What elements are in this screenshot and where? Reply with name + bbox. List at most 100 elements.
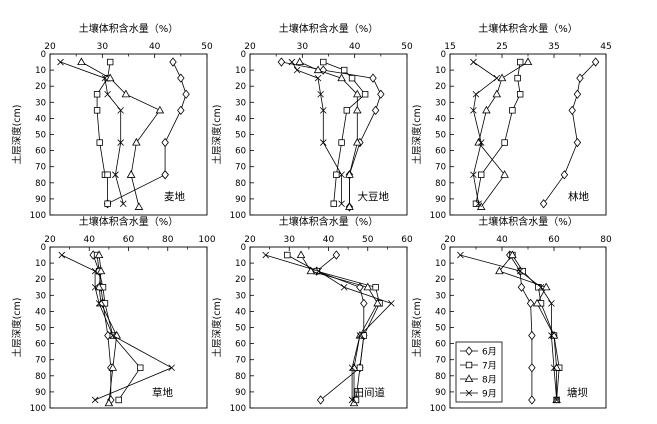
- y-tick-label: 60: [235, 340, 246, 350]
- series-line: [60, 61, 124, 204]
- series-line: [281, 61, 382, 207]
- series-line: [299, 61, 358, 207]
- series-point: [388, 300, 395, 307]
- series-point: [262, 251, 269, 259]
- y-axis-label: 土层深度(cm): [411, 105, 423, 165]
- series-point: [482, 105, 491, 114]
- series-point: [101, 74, 109, 82]
- series-point: [472, 90, 480, 98]
- y-tick-label: 30: [35, 291, 46, 301]
- legend-point: [465, 346, 473, 356]
- series-point: [91, 283, 99, 291]
- y-tick-label: 30: [235, 98, 246, 108]
- y-axis-label: 土层深度(cm): [211, 298, 223, 358]
- y-tick-label: 70: [235, 356, 246, 366]
- y-tick-label: 60: [435, 147, 446, 157]
- series-7月: [509, 251, 563, 404]
- series-point: [169, 57, 177, 67]
- y-axis-label: 土层深度(cm): [411, 298, 423, 358]
- series-point: [537, 283, 545, 291]
- legend-point: [465, 361, 473, 369]
- series-point: [338, 171, 345, 179]
- series-line: [96, 255, 141, 401]
- series-point: [104, 171, 111, 178]
- series-point: [492, 89, 502, 98]
- series-point: [352, 137, 362, 146]
- series-point: [284, 251, 291, 259]
- y-tick-label: 10: [35, 259, 46, 269]
- y-tick-label: 0: [241, 243, 246, 253]
- series-point: [373, 298, 382, 307]
- series-point: [93, 107, 101, 114]
- series-point: [343, 107, 351, 114]
- y-tick-label: 10: [235, 259, 246, 269]
- series-point: [548, 300, 555, 307]
- legend-point: [464, 374, 474, 383]
- legend-point: [465, 389, 473, 397]
- y-tick-label: 100: [430, 404, 446, 414]
- series-point: [352, 105, 362, 114]
- series-point: [77, 57, 86, 66]
- legend-label: 8月: [482, 375, 497, 386]
- series-point: [539, 199, 548, 209]
- y-axis-label: 土层深度(cm): [11, 105, 23, 165]
- series-point: [514, 74, 521, 82]
- series-point: [332, 250, 341, 260]
- y-axis-label: 土层深度(cm): [11, 298, 23, 358]
- plot-frame: [249, 246, 408, 409]
- y-tick-label: 70: [435, 163, 446, 173]
- series-point: [532, 298, 542, 307]
- series-point: [109, 332, 117, 339]
- x-tick-label: 25: [496, 42, 507, 52]
- series-9月: [288, 58, 345, 208]
- series-line: [291, 61, 343, 204]
- series-point: [108, 363, 118, 371]
- series-point: [94, 282, 104, 291]
- y-tick-label: 20: [435, 82, 446, 92]
- series-point: [316, 395, 325, 405]
- series-line: [512, 254, 560, 400]
- y-axis-label: 土层深度(cm): [211, 105, 223, 165]
- y-tick-label: 100: [430, 211, 446, 221]
- series-point: [550, 364, 558, 372]
- y-tick-label: 20: [235, 275, 246, 285]
- y-tick-label: 100: [30, 211, 46, 221]
- series-point: [177, 105, 185, 115]
- y-tick-label: 80: [435, 372, 446, 382]
- series-point: [508, 250, 517, 259]
- y-tick-label: 10: [435, 259, 446, 269]
- series-point: [340, 66, 348, 74]
- series-point: [470, 107, 477, 114]
- y-tick-label: 60: [35, 340, 46, 350]
- series-line: [107, 61, 187, 205]
- series-7月: [472, 58, 524, 207]
- y-tick-label: 90: [35, 388, 46, 398]
- series-point: [333, 171, 340, 178]
- series-point: [317, 90, 324, 98]
- y-tick-label: 40: [235, 114, 246, 124]
- series-point: [117, 107, 124, 114]
- series-point: [104, 200, 111, 207]
- series-point: [369, 73, 377, 83]
- x-tick-label: 20: [244, 235, 256, 245]
- series-6月: [103, 57, 190, 209]
- x-tick-label: 60: [401, 235, 413, 245]
- series-point: [137, 364, 144, 371]
- series-point: [517, 91, 524, 98]
- y-tick-label: 50: [435, 131, 446, 141]
- y-tick-label: 50: [235, 131, 246, 141]
- x-tick-label: 20: [44, 235, 56, 245]
- series-point: [121, 89, 131, 98]
- series-point: [475, 200, 482, 208]
- series-line: [92, 254, 112, 400]
- series-line: [543, 61, 596, 204]
- series-point: [132, 137, 141, 146]
- series-point: [313, 65, 323, 74]
- series-point: [348, 396, 356, 404]
- series-8月: [296, 250, 382, 407]
- series-point: [338, 200, 345, 208]
- x-tick-label: 30: [297, 42, 309, 52]
- series-point: [591, 57, 600, 67]
- y-tick-label: 90: [435, 388, 446, 398]
